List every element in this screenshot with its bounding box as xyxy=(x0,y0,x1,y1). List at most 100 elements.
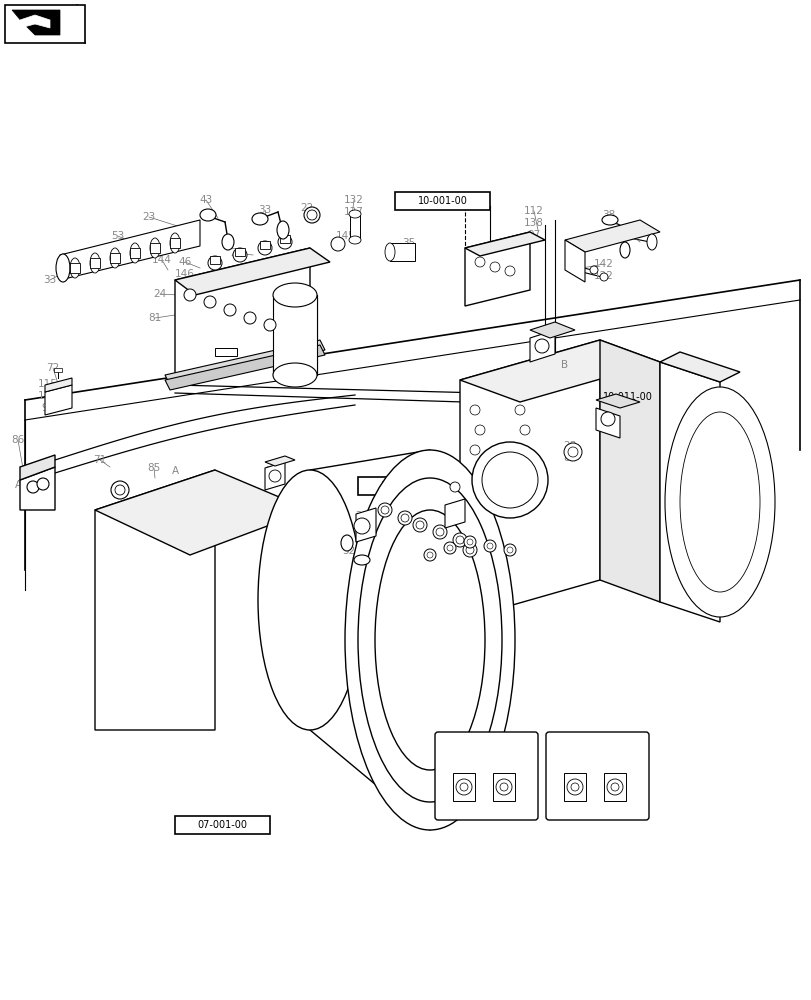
Text: 28: 28 xyxy=(563,441,576,451)
Circle shape xyxy=(389,764,401,776)
Circle shape xyxy=(413,518,427,532)
Circle shape xyxy=(436,528,444,536)
Text: 71: 71 xyxy=(93,455,106,465)
Text: 10-001-00: 10-001-00 xyxy=(417,196,467,206)
Circle shape xyxy=(489,262,500,272)
Circle shape xyxy=(500,783,508,791)
Circle shape xyxy=(483,540,496,552)
Polygon shape xyxy=(20,467,55,510)
Text: 112: 112 xyxy=(523,206,543,216)
Polygon shape xyxy=(530,330,554,362)
Text: 22: 22 xyxy=(111,483,124,493)
Circle shape xyxy=(514,405,525,415)
Circle shape xyxy=(474,425,484,435)
Ellipse shape xyxy=(646,234,656,250)
Circle shape xyxy=(496,779,512,795)
Text: 24: 24 xyxy=(153,289,166,299)
Text: 72: 72 xyxy=(46,363,59,373)
Bar xyxy=(453,773,474,801)
Polygon shape xyxy=(530,322,574,338)
Text: 81: 81 xyxy=(148,313,161,323)
Circle shape xyxy=(483,709,494,721)
Circle shape xyxy=(224,304,236,316)
Text: 44: 44 xyxy=(418,549,431,559)
Polygon shape xyxy=(465,232,544,256)
Text: 40: 40 xyxy=(476,548,489,558)
Ellipse shape xyxy=(70,258,80,278)
Ellipse shape xyxy=(341,535,353,551)
Polygon shape xyxy=(659,352,739,382)
Text: 96: 96 xyxy=(41,403,54,413)
Text: 138: 138 xyxy=(38,391,58,401)
Polygon shape xyxy=(355,508,375,542)
Circle shape xyxy=(456,536,463,544)
Ellipse shape xyxy=(277,221,289,239)
Text: 60: 60 xyxy=(448,800,461,810)
Polygon shape xyxy=(460,340,659,402)
Polygon shape xyxy=(595,394,639,408)
Circle shape xyxy=(378,503,392,517)
Polygon shape xyxy=(264,456,294,466)
Polygon shape xyxy=(659,362,719,622)
Circle shape xyxy=(491,634,504,646)
Text: A: A xyxy=(445,747,453,757)
Circle shape xyxy=(423,784,436,796)
Text: 132: 132 xyxy=(344,195,363,205)
Bar xyxy=(603,773,625,801)
Ellipse shape xyxy=(272,283,316,307)
Text: 22: 22 xyxy=(300,203,313,213)
Circle shape xyxy=(570,783,578,791)
Text: 10-011-00: 10-011-00 xyxy=(602,392,651,402)
Circle shape xyxy=(504,544,515,556)
Text: 144: 144 xyxy=(152,255,172,265)
Polygon shape xyxy=(599,340,659,602)
Bar xyxy=(272,295,316,375)
Circle shape xyxy=(566,779,582,795)
Polygon shape xyxy=(12,10,60,35)
Ellipse shape xyxy=(354,555,370,565)
Ellipse shape xyxy=(109,248,120,268)
Circle shape xyxy=(354,518,370,534)
Circle shape xyxy=(449,482,460,492)
Bar xyxy=(358,477,453,495)
Ellipse shape xyxy=(130,243,139,263)
Ellipse shape xyxy=(349,236,361,244)
Text: 32: 32 xyxy=(342,546,355,556)
Circle shape xyxy=(264,319,276,331)
Bar xyxy=(260,241,270,249)
Circle shape xyxy=(519,425,530,435)
Circle shape xyxy=(482,452,538,508)
Circle shape xyxy=(444,542,456,554)
Polygon shape xyxy=(465,232,530,306)
Circle shape xyxy=(303,207,320,223)
Circle shape xyxy=(111,481,129,499)
Circle shape xyxy=(590,266,597,274)
Bar xyxy=(234,248,245,256)
Circle shape xyxy=(401,514,409,522)
Circle shape xyxy=(233,248,247,262)
Text: 137: 137 xyxy=(344,207,363,217)
Ellipse shape xyxy=(169,233,180,253)
Circle shape xyxy=(432,525,446,539)
Circle shape xyxy=(427,552,432,558)
Text: 145: 145 xyxy=(336,231,355,241)
Circle shape xyxy=(483,559,494,571)
Text: 115: 115 xyxy=(38,379,58,389)
Ellipse shape xyxy=(349,210,361,218)
Ellipse shape xyxy=(221,234,234,250)
Bar xyxy=(564,773,586,801)
Polygon shape xyxy=(60,220,200,280)
Text: 142: 142 xyxy=(594,259,613,269)
Ellipse shape xyxy=(251,213,268,225)
Text: 146: 146 xyxy=(175,269,195,279)
Text: 27: 27 xyxy=(265,466,278,476)
Bar xyxy=(280,235,290,243)
Circle shape xyxy=(600,412,614,426)
Polygon shape xyxy=(175,248,310,380)
Text: 33: 33 xyxy=(258,205,272,215)
Text: 53: 53 xyxy=(111,231,124,241)
Text: 49: 49 xyxy=(355,523,368,533)
Circle shape xyxy=(610,783,618,791)
Circle shape xyxy=(506,547,513,553)
Circle shape xyxy=(466,546,474,554)
